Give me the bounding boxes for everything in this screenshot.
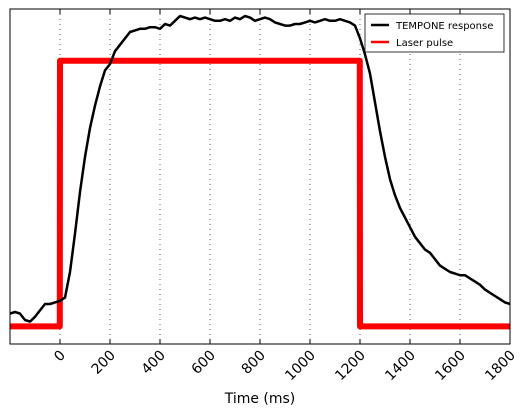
series-lines — [9, 14, 511, 330]
x-tick-label: 200 — [89, 348, 119, 378]
x-tick-label: 400 — [139, 348, 169, 378]
x-tick-label: 1200 — [332, 348, 369, 385]
x-axis-title: Time (ms) — [224, 391, 296, 407]
x-tick-label: 800 — [239, 348, 269, 378]
x-tick-label: 1800 — [482, 348, 519, 385]
x-tick-label: 1000 — [282, 348, 319, 385]
legend-label-tempone: TEMPONE response — [395, 21, 493, 32]
x-tick-label: 0 — [51, 348, 69, 366]
series-laser-pulse — [10, 57, 510, 330]
legend-label-laser: Laser pulse — [396, 38, 453, 49]
x-tick-label: 1600 — [432, 348, 469, 385]
series-tempone-response — [9, 14, 511, 323]
legend-box — [364, 13, 505, 53]
x-tick-label: 600 — [189, 348, 219, 378]
x-tick-label: 1400 — [382, 348, 419, 385]
legend: TEMPONE response Laser pulse — [364, 13, 505, 53]
